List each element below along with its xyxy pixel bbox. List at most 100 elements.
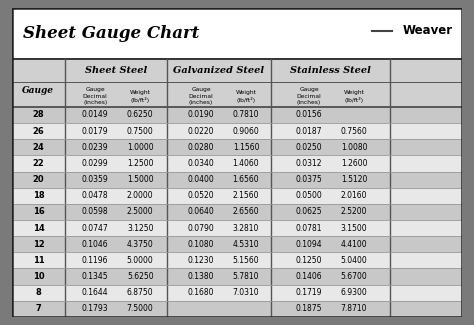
Text: 10: 10 bbox=[33, 272, 44, 281]
Text: 0.0220: 0.0220 bbox=[188, 127, 214, 136]
Text: 1.1560: 1.1560 bbox=[233, 143, 259, 152]
Text: 1.5000: 1.5000 bbox=[127, 175, 154, 184]
Text: 7: 7 bbox=[36, 304, 41, 313]
Text: 14: 14 bbox=[33, 224, 44, 233]
Text: 0.1250: 0.1250 bbox=[296, 256, 322, 265]
FancyBboxPatch shape bbox=[12, 268, 462, 285]
Text: 3.1500: 3.1500 bbox=[341, 224, 367, 233]
FancyBboxPatch shape bbox=[12, 220, 462, 236]
Text: 2.1560: 2.1560 bbox=[233, 191, 259, 200]
Text: 1.2600: 1.2600 bbox=[341, 159, 367, 168]
Text: Sheet Gauge Chart: Sheet Gauge Chart bbox=[23, 25, 200, 42]
Text: 0.1719: 0.1719 bbox=[296, 288, 322, 297]
Text: Gauge: Gauge bbox=[22, 86, 55, 95]
Text: Weight
(lb/ft²): Weight (lb/ft²) bbox=[130, 90, 151, 103]
Text: 24: 24 bbox=[33, 143, 44, 152]
Text: 3.2810: 3.2810 bbox=[233, 224, 259, 233]
Text: 16: 16 bbox=[33, 207, 44, 216]
Text: 0.0375: 0.0375 bbox=[296, 175, 322, 184]
Text: 0.0790: 0.0790 bbox=[188, 224, 214, 233]
FancyBboxPatch shape bbox=[12, 188, 462, 204]
Text: 0.0781: 0.0781 bbox=[296, 224, 322, 233]
FancyBboxPatch shape bbox=[12, 236, 462, 252]
Text: 0.1196: 0.1196 bbox=[82, 256, 109, 265]
Text: 0.1644: 0.1644 bbox=[82, 288, 109, 297]
Text: 5.6250: 5.6250 bbox=[127, 272, 154, 281]
Text: 0.1380: 0.1380 bbox=[188, 272, 214, 281]
Text: 6.8750: 6.8750 bbox=[127, 288, 154, 297]
Text: Weight
(lb/ft²): Weight (lb/ft²) bbox=[344, 90, 365, 103]
Text: 7.8710: 7.8710 bbox=[341, 304, 367, 313]
Text: 0.0598: 0.0598 bbox=[82, 207, 109, 216]
FancyBboxPatch shape bbox=[12, 301, 462, 317]
FancyBboxPatch shape bbox=[12, 204, 462, 220]
Text: 5.7810: 5.7810 bbox=[233, 272, 259, 281]
FancyBboxPatch shape bbox=[12, 285, 462, 301]
Text: 0.0190: 0.0190 bbox=[188, 111, 214, 120]
Text: 1.5120: 1.5120 bbox=[341, 175, 367, 184]
Text: 0.1230: 0.1230 bbox=[188, 256, 214, 265]
Text: 0.0187: 0.0187 bbox=[296, 127, 322, 136]
Text: 2.5000: 2.5000 bbox=[127, 207, 154, 216]
Text: 0.6250: 0.6250 bbox=[127, 111, 154, 120]
Text: 0.0520: 0.0520 bbox=[188, 191, 214, 200]
Text: 7.0310: 7.0310 bbox=[233, 288, 259, 297]
Text: 2.6560: 2.6560 bbox=[233, 207, 259, 216]
Text: 0.7500: 0.7500 bbox=[127, 127, 154, 136]
Text: 12: 12 bbox=[33, 240, 44, 249]
Text: 1.2500: 1.2500 bbox=[127, 159, 154, 168]
Text: 4.5310: 4.5310 bbox=[233, 240, 259, 249]
FancyBboxPatch shape bbox=[12, 155, 462, 172]
FancyBboxPatch shape bbox=[12, 172, 462, 188]
Text: Sheet Steel: Sheet Steel bbox=[85, 66, 147, 75]
FancyBboxPatch shape bbox=[12, 252, 462, 268]
Text: 0.0500: 0.0500 bbox=[296, 191, 322, 200]
Text: 0.0280: 0.0280 bbox=[188, 143, 214, 152]
Text: 5.0000: 5.0000 bbox=[127, 256, 154, 265]
FancyBboxPatch shape bbox=[12, 59, 462, 107]
FancyBboxPatch shape bbox=[12, 139, 462, 155]
Text: 2.0000: 2.0000 bbox=[127, 191, 154, 200]
Text: 5.1560: 5.1560 bbox=[233, 256, 259, 265]
Text: 1.0000: 1.0000 bbox=[127, 143, 154, 152]
Text: 11: 11 bbox=[33, 256, 44, 265]
Text: 0.1793: 0.1793 bbox=[82, 304, 109, 313]
Text: 0.0239: 0.0239 bbox=[82, 143, 109, 152]
Text: 0.0312: 0.0312 bbox=[296, 159, 322, 168]
FancyBboxPatch shape bbox=[12, 8, 462, 317]
Text: 4.4100: 4.4100 bbox=[341, 240, 367, 249]
Text: 5.6700: 5.6700 bbox=[341, 272, 367, 281]
Text: 0.1094: 0.1094 bbox=[296, 240, 322, 249]
Text: 20: 20 bbox=[33, 175, 44, 184]
Text: 0.0478: 0.0478 bbox=[82, 191, 109, 200]
Text: 0.0299: 0.0299 bbox=[82, 159, 109, 168]
Text: 0.0149: 0.0149 bbox=[82, 111, 109, 120]
Text: 0.7810: 0.7810 bbox=[233, 111, 259, 120]
FancyBboxPatch shape bbox=[12, 107, 462, 123]
FancyBboxPatch shape bbox=[12, 123, 462, 139]
Text: 1.6560: 1.6560 bbox=[233, 175, 259, 184]
Text: 0.0156: 0.0156 bbox=[296, 111, 322, 120]
Text: 1.0080: 1.0080 bbox=[341, 143, 367, 152]
FancyBboxPatch shape bbox=[12, 8, 462, 59]
Text: Gauge
Decimal
(inches): Gauge Decimal (inches) bbox=[297, 87, 321, 106]
Text: 4.3750: 4.3750 bbox=[127, 240, 154, 249]
Text: Stainless Steel: Stainless Steel bbox=[290, 66, 371, 75]
Text: 0.0400: 0.0400 bbox=[188, 175, 214, 184]
Text: 7.5000: 7.5000 bbox=[127, 304, 154, 313]
Text: 0.1680: 0.1680 bbox=[188, 288, 214, 297]
Text: 0.0179: 0.0179 bbox=[82, 127, 109, 136]
Text: 18: 18 bbox=[33, 191, 44, 200]
Text: 8: 8 bbox=[36, 288, 41, 297]
Text: Galvanized Steel: Galvanized Steel bbox=[173, 66, 264, 75]
Text: 0.1080: 0.1080 bbox=[188, 240, 214, 249]
Text: 2.5200: 2.5200 bbox=[341, 207, 367, 216]
Text: Gauge
Decimal
(inches): Gauge Decimal (inches) bbox=[83, 87, 108, 106]
Text: 0.0340: 0.0340 bbox=[188, 159, 214, 168]
Text: 0.0640: 0.0640 bbox=[188, 207, 214, 216]
Text: 0.0625: 0.0625 bbox=[296, 207, 322, 216]
Text: 0.1046: 0.1046 bbox=[82, 240, 109, 249]
Text: 0.9060: 0.9060 bbox=[233, 127, 259, 136]
Text: 6.9300: 6.9300 bbox=[341, 288, 367, 297]
Text: 3.1250: 3.1250 bbox=[127, 224, 154, 233]
